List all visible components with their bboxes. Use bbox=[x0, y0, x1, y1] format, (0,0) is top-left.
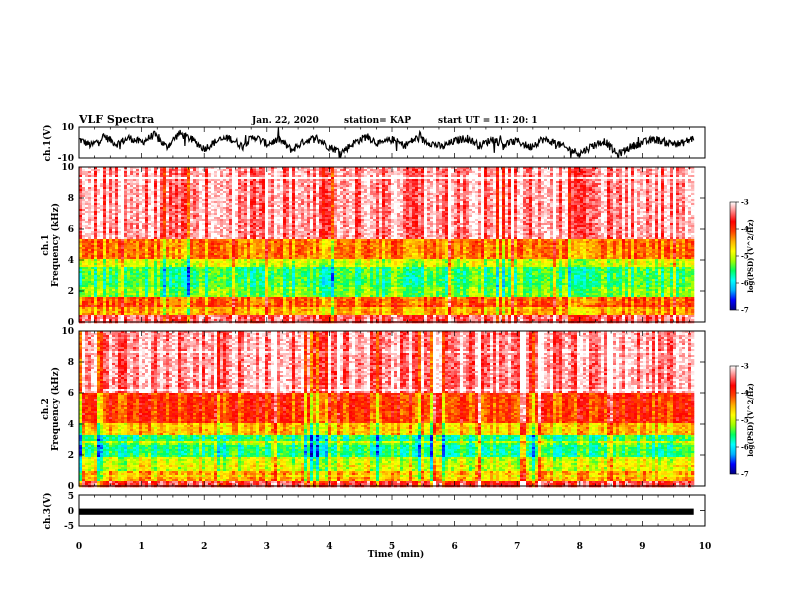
spec2-ytick-2: 2 bbox=[68, 451, 74, 461]
station-label: station= KAP bbox=[344, 116, 411, 126]
start-time-label: start UT = 11: 20: 1 bbox=[438, 116, 538, 126]
cb2-ticks--3: -3 bbox=[741, 362, 749, 371]
ch3-ylabel: ch.3(V) bbox=[42, 493, 53, 530]
spec1-ytick-6: 6 bbox=[68, 225, 74, 235]
cb2-ticks--7: -7 bbox=[741, 470, 749, 479]
ch3-waveform-panel: 5 0 -5 ch.3(V) bbox=[42, 492, 705, 532]
spec1-ytick-10: 10 bbox=[61, 163, 74, 173]
spec2-ytick-8: 8 bbox=[68, 358, 74, 368]
ch2-spectrogram-heatmap bbox=[79, 331, 694, 487]
cb1-ticks--7: -7 bbox=[741, 306, 749, 315]
ch3-waveform-band bbox=[79, 509, 694, 515]
cb1-ticks--3: -3 bbox=[741, 198, 749, 207]
time-tick-2: 2 bbox=[201, 542, 207, 552]
ch1-spectrogram-heatmap bbox=[79, 167, 694, 323]
time-tick-10: 10 bbox=[699, 542, 712, 552]
spec1-ytick-2: 2 bbox=[68, 287, 74, 297]
ch2-spectrogram-panel: 0 2 4 6 8 10 ch.2 Frequency (kHz) bbox=[41, 327, 705, 492]
spec2-ytick-0: 0 bbox=[68, 482, 74, 492]
time-axis-label: Time (min) bbox=[368, 549, 425, 560]
spec1-ytick-4: 4 bbox=[68, 256, 74, 266]
ch1-freq-ylabel: Frequency (kHz) bbox=[50, 203, 61, 287]
time-tick-6: 6 bbox=[451, 542, 457, 552]
spec2-ytick-10: 10 bbox=[61, 327, 74, 337]
ch1-colorbar-label: log(PSD) (V^2/Hz) bbox=[746, 219, 755, 293]
spec1-ytick-8: 8 bbox=[68, 194, 74, 204]
ch1-colorbar: -3-4-5-6-7 log(PSD) (V^2/Hz) bbox=[730, 198, 755, 315]
ch2-freq-ylabel: Frequency (kHz) bbox=[50, 367, 61, 451]
time-tick-7: 7 bbox=[514, 542, 520, 552]
time-tick-4: 4 bbox=[326, 542, 332, 552]
ch2-colorbar: -3-4-5-6-7 log(PSD) (V^2/Hz) bbox=[730, 362, 755, 479]
spec2-ytick-4: 4 bbox=[68, 420, 74, 430]
ch2-channel-label: ch.2 bbox=[41, 398, 51, 419]
ch2-spec-ytick-labels: 0 2 4 6 8 10 bbox=[61, 327, 74, 492]
ch3-ytick-top: 5 bbox=[68, 492, 74, 502]
time-tick-0: 0 bbox=[76, 542, 82, 552]
ch1-ylabel: ch.1(V) bbox=[42, 125, 53, 162]
time-tick-9: 9 bbox=[639, 542, 645, 552]
ch1-waveform-panel: 10 -10 ch.1(V) bbox=[42, 123, 705, 164]
time-tick-8: 8 bbox=[577, 542, 583, 552]
ch3-ytick-mid: 0 bbox=[68, 507, 74, 517]
date-label: Jan. 22, 2020 bbox=[251, 116, 319, 126]
ch1-channel-label: ch.1 bbox=[41, 234, 51, 255]
ch1-ytick-top: 10 bbox=[61, 123, 74, 133]
spec2-ytick-6: 6 bbox=[68, 389, 74, 399]
time-tick-1: 1 bbox=[138, 542, 144, 552]
ch3-ytick-bottom: -5 bbox=[64, 522, 74, 532]
figure-title: VLF Spectra bbox=[78, 113, 154, 126]
time-tick-3: 3 bbox=[264, 542, 270, 552]
ch2-colorbar-label: log(PSD) (V^2/Hz) bbox=[746, 383, 755, 457]
